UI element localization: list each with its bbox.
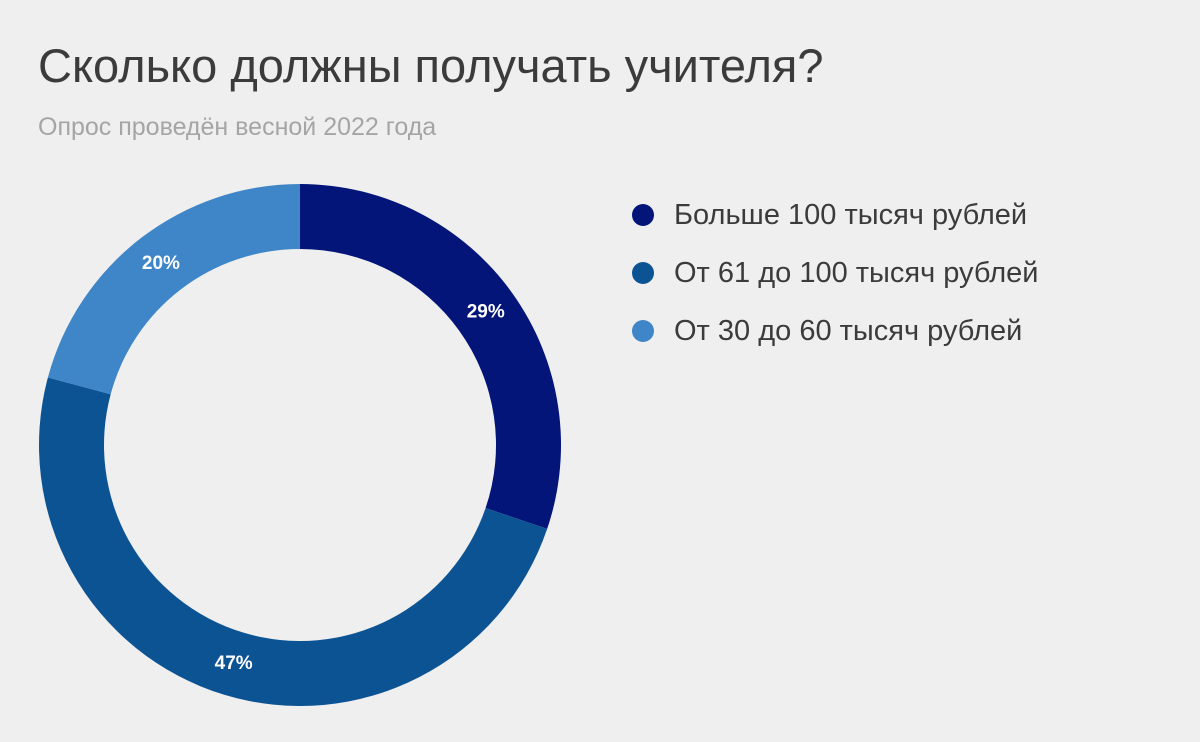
slice-value-label-1: 47% xyxy=(215,653,253,674)
legend-item-30-60k: От 30 до 60 тысяч рублей xyxy=(632,302,1038,360)
legend-label: Больше 100 тысяч рублей xyxy=(674,198,1028,231)
slice-value-label-0: 29% xyxy=(467,301,505,322)
donut-slice-0 xyxy=(300,184,561,529)
donut-slice-labels: 29% 47% 20% xyxy=(142,253,505,674)
chart-legend: Больше 100 тысяч рублей От 61 до 100 тыс… xyxy=(632,186,1038,360)
slice-value-label-2: 20% xyxy=(142,253,180,274)
legend-item-61-100k: От 61 до 100 тысяч рублей xyxy=(632,244,1038,302)
donut-chart: 29% 47% 20% xyxy=(39,184,561,706)
legend-dot-icon xyxy=(632,204,654,226)
legend-label: От 61 до 100 тысяч рублей xyxy=(674,256,1039,289)
donut-slice-2 xyxy=(47,184,301,395)
legend-label: От 30 до 60 тысяч рублей xyxy=(674,314,1023,347)
legend-item-over-100k: Больше 100 тысяч рублей xyxy=(632,186,1038,244)
chart-title: Сколько должны получать учителя? xyxy=(38,39,824,92)
chart-subtitle: Опрос проведён весной 2022 года xyxy=(38,113,437,141)
legend-dot-icon xyxy=(632,262,654,284)
donut-slice-1 xyxy=(39,377,548,706)
donut-slices xyxy=(39,184,561,706)
legend-dot-icon xyxy=(632,320,654,342)
